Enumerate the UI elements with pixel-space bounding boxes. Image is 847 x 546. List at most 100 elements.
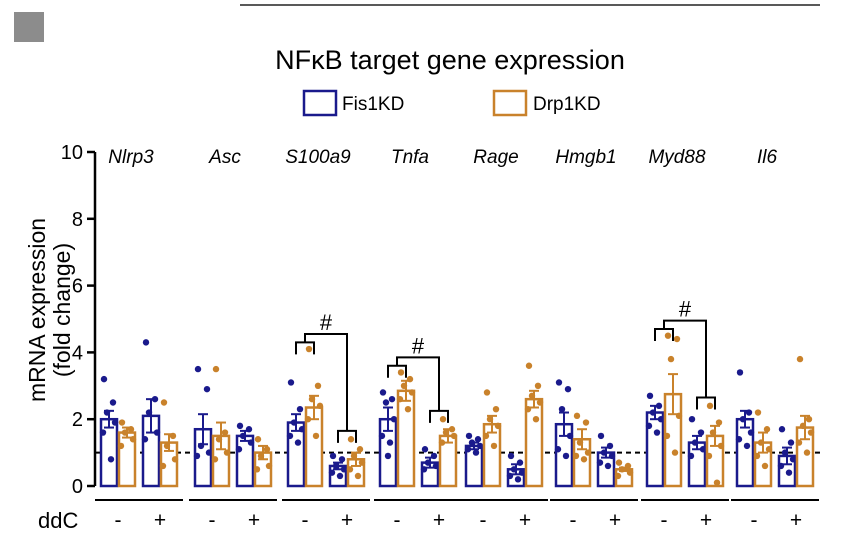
data-point [584,449,592,456]
data-point [438,439,446,446]
data-point [754,409,762,416]
data-point [99,429,107,436]
data-point [305,345,313,353]
data-point [717,442,725,450]
y-axis-label-main: mRNA expression [24,218,50,402]
data-point [430,452,438,460]
data-point [747,429,755,436]
data-point [236,422,244,430]
data-point [572,452,580,460]
data-point [736,369,744,376]
data-point [688,416,696,423]
data-point [516,459,524,466]
sig-label: # [320,310,333,335]
data-point [626,469,634,476]
sig-label: # [412,333,425,358]
data-point [697,429,705,436]
data-point [524,405,532,413]
data-point [657,416,665,423]
data-point [554,446,562,453]
ddc-level-label: + [700,509,712,532]
data-point [314,382,322,389]
data-point [536,399,544,406]
data-point [715,419,723,426]
data-point [761,462,769,470]
data-point [378,432,386,440]
data-point [169,432,177,440]
data-point [492,405,500,413]
data-point [795,439,803,446]
data-point [596,459,604,466]
data-point [103,409,111,416]
data-point [615,459,623,466]
data-point [420,466,428,473]
ddc-level-label: + [519,509,531,532]
data-point [713,479,721,486]
data-point [582,419,590,426]
data-point [664,332,672,339]
y-tick-label: 0 [72,476,83,498]
data-point [486,416,494,423]
y-tick-label: 8 [72,209,83,231]
data-point [408,389,416,396]
data-point [193,452,201,460]
data-point [221,429,229,436]
ddc-level-label: - [751,509,758,532]
data-point [614,472,622,480]
data-point [534,382,542,389]
data-point [257,452,265,460]
data-point [286,432,294,440]
data-point [296,405,304,413]
data-point [117,442,125,450]
data-point [287,379,295,386]
legend: Fis1KD Drp1KD [302,89,601,117]
data-point [100,375,108,383]
data-point [153,429,161,436]
data-point [624,462,632,470]
legend-label-fis1kd: Fis1KD [342,94,404,115]
data-point [111,419,119,426]
y-tick-label: 10 [61,142,83,164]
header-bar [0,0,820,5]
data-point [785,469,793,476]
data-point [465,432,473,440]
gene-label: Il6 [757,147,778,168]
data-point [129,436,137,443]
data-point [709,429,717,436]
data-point [350,452,358,460]
data-point [109,399,117,406]
legend-label-drp1kd: Drp1KD [533,94,601,115]
data-point [558,405,566,413]
gene-label: Asc [208,147,241,168]
data-point [442,429,450,436]
ddc-level-label: + [609,509,621,532]
data-point [159,462,167,470]
data-point [699,446,707,453]
data-point [263,446,271,453]
ddc-level-label: - [480,509,487,532]
data-point [645,422,653,430]
data-point [329,452,337,460]
sig-label: # [679,297,692,322]
ddc-level-label: + [154,509,166,532]
data-point [483,389,491,396]
data-point [576,439,584,446]
data-point [160,399,168,406]
gene-label: Tnfa [391,147,429,168]
data-point [765,446,773,453]
data-point [655,402,663,410]
data-point [163,442,171,450]
legend-swatch-fis1kd [302,89,338,117]
data-point [763,426,771,433]
data-point [706,402,714,410]
gene-label: Rage [473,147,518,168]
data-point [404,405,412,413]
data-point [799,422,807,430]
ddc-level-label: - [570,509,577,532]
data-point [358,459,366,466]
data-point [514,476,522,483]
data-point [308,395,316,403]
panel-marker [14,12,44,42]
data-point [468,439,476,446]
